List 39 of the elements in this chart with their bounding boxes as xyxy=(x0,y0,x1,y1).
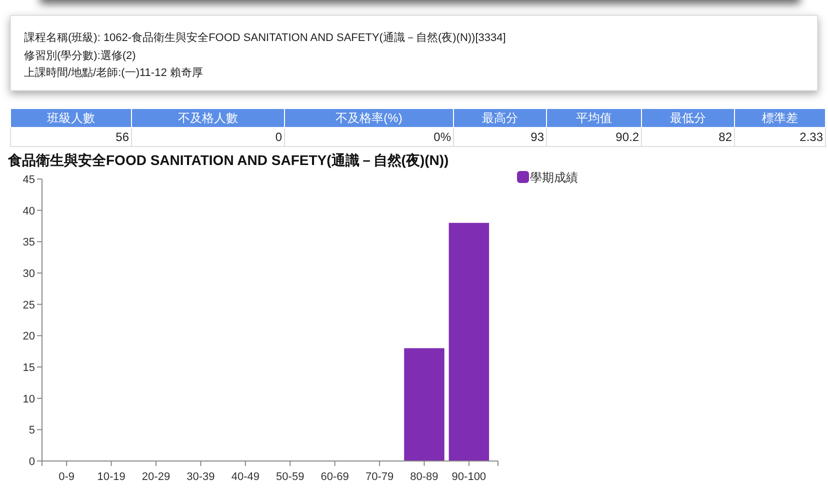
text: 修習別(學分數):選修(2) xyxy=(24,48,136,62)
category-label: 不及格率(%) xyxy=(284,108,454,128)
category-label: 最高分 xyxy=(454,108,546,128)
x-tick-label: 90-100 xyxy=(452,471,486,483)
x-tick-label: 20-29 xyxy=(142,471,170,483)
x-tick-label: 30-39 xyxy=(186,471,215,483)
x-tick-label: 60-69 xyxy=(320,471,349,483)
text: 93 xyxy=(530,130,544,144)
y-tick-label: 40 xyxy=(22,205,35,218)
text: 82 xyxy=(718,130,732,144)
x-tick-label: 80-89 xyxy=(410,471,438,483)
x-tick-label: 10-19 xyxy=(97,471,126,483)
category-label: 最低分 xyxy=(642,108,734,128)
chart-title: 食品衛生與安全FOOD SANITATION AND SAFETY(通識－自然(夜)(N)) xyxy=(7,152,449,168)
text: 56 xyxy=(116,130,129,144)
text: 90.2 xyxy=(616,130,639,144)
y-tick-label: 35 xyxy=(22,236,35,249)
y-tick-label: 25 xyxy=(22,299,35,312)
y-tick-label: 10 xyxy=(22,393,35,406)
y-tick-label: 45 xyxy=(22,174,35,186)
x-tick-label: 50-59 xyxy=(276,471,304,483)
category-label: 標準差 xyxy=(734,108,826,128)
y-tick-label: 15 xyxy=(22,362,35,374)
text: 2.33 xyxy=(800,130,823,144)
category-label: 班級人數 xyxy=(10,108,132,128)
text: 上課時間/地點/老師:(一)11-12 賴奇厚 xyxy=(24,66,203,80)
y-tick-label: 0 xyxy=(28,456,35,468)
y-tick-label: 5 xyxy=(28,424,35,437)
y-tick-label: 30 xyxy=(22,268,35,280)
category-label: 平均值 xyxy=(546,108,642,128)
text: 0 xyxy=(275,130,282,144)
x-tick-label: 40-49 xyxy=(231,471,260,483)
text: 課程名稱(班級): 1062-食品衛生與安全FOOD SANITATION AND SAFETY(通識－自然(夜)(N))[3334] xyxy=(24,30,506,45)
category-label: 不及格人數 xyxy=(132,108,284,128)
text: 0% xyxy=(434,130,451,144)
x-tick-label: 0-9 xyxy=(58,471,75,483)
x-tick-label: 70-79 xyxy=(365,471,394,483)
y-tick-label: 20 xyxy=(22,330,35,343)
legend-label: 學期成績 xyxy=(530,170,578,184)
